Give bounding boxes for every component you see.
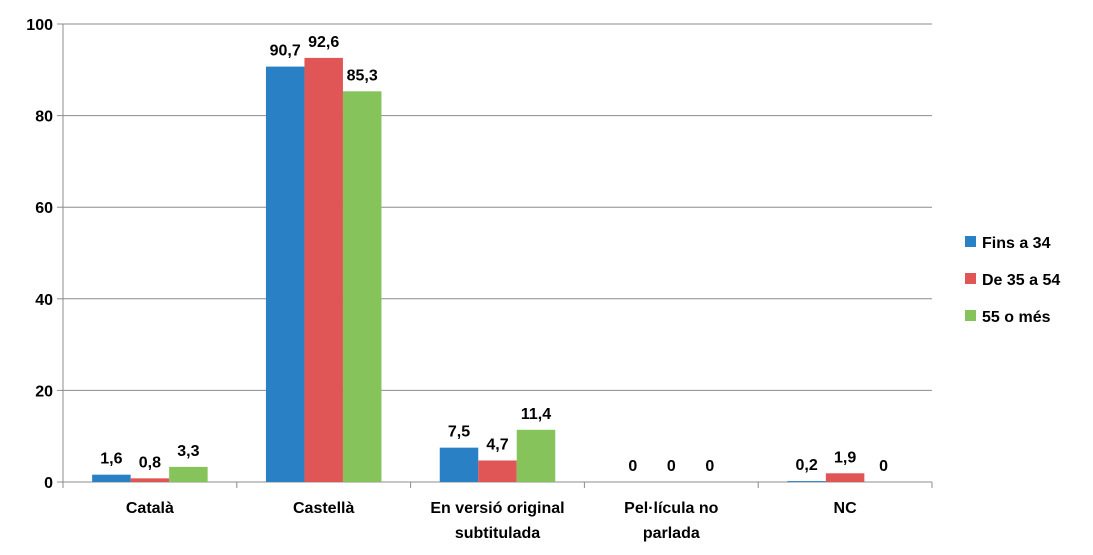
- legend-swatch: [965, 273, 976, 284]
- bar: [92, 474, 131, 482]
- data-label: 0,2: [795, 457, 817, 474]
- x-tick-label: Pel·lícula no: [624, 500, 718, 517]
- bar: [169, 466, 208, 482]
- bar: [825, 473, 865, 482]
- data-label: 90,7: [270, 43, 301, 60]
- x-tick-label: subtitulada: [455, 525, 540, 542]
- bar: [342, 91, 382, 483]
- x-tick-label: parlada: [643, 525, 700, 542]
- legend-swatch: [965, 310, 976, 321]
- data-label: 1,6: [100, 451, 122, 468]
- bar: [130, 478, 170, 482]
- legend-label: 55 o més: [982, 309, 1051, 326]
- bar: [439, 447, 479, 482]
- legend-label: De 35 a 54: [982, 272, 1060, 289]
- bar: [265, 66, 305, 483]
- y-tick-label: 40: [35, 292, 53, 309]
- data-label: 4,7: [486, 436, 508, 453]
- data-label: 7,5: [448, 424, 470, 441]
- data-label: 1,9: [834, 449, 856, 466]
- data-label: 92,6: [308, 34, 339, 51]
- data-label: 3,3: [177, 443, 199, 460]
- data-label: 85,3: [347, 67, 378, 84]
- x-tick-label: Castellà: [293, 500, 354, 517]
- x-tick-label: NC: [834, 500, 858, 517]
- bar: [304, 57, 343, 482]
- data-label: 0,8: [139, 454, 161, 471]
- bar: [478, 460, 517, 482]
- legend-label: Fins a 34: [982, 235, 1051, 252]
- data-label: 0: [667, 458, 676, 475]
- bar: [516, 429, 556, 482]
- data-label: 0: [879, 458, 888, 475]
- y-tick-label: 60: [35, 200, 53, 217]
- data-label: 0: [705, 458, 714, 475]
- y-tick-label: 0: [44, 475, 53, 492]
- bar: [787, 481, 826, 482]
- legend-swatch: [965, 236, 976, 247]
- data-label: 11,4: [521, 406, 551, 423]
- data-label: 0: [628, 458, 637, 475]
- y-tick-label: 80: [35, 109, 53, 126]
- y-tick-label: 100: [26, 17, 53, 34]
- x-tick-label: Català: [126, 500, 174, 517]
- x-tick-label: En versió original: [430, 500, 564, 517]
- y-tick-label: 20: [35, 383, 53, 400]
